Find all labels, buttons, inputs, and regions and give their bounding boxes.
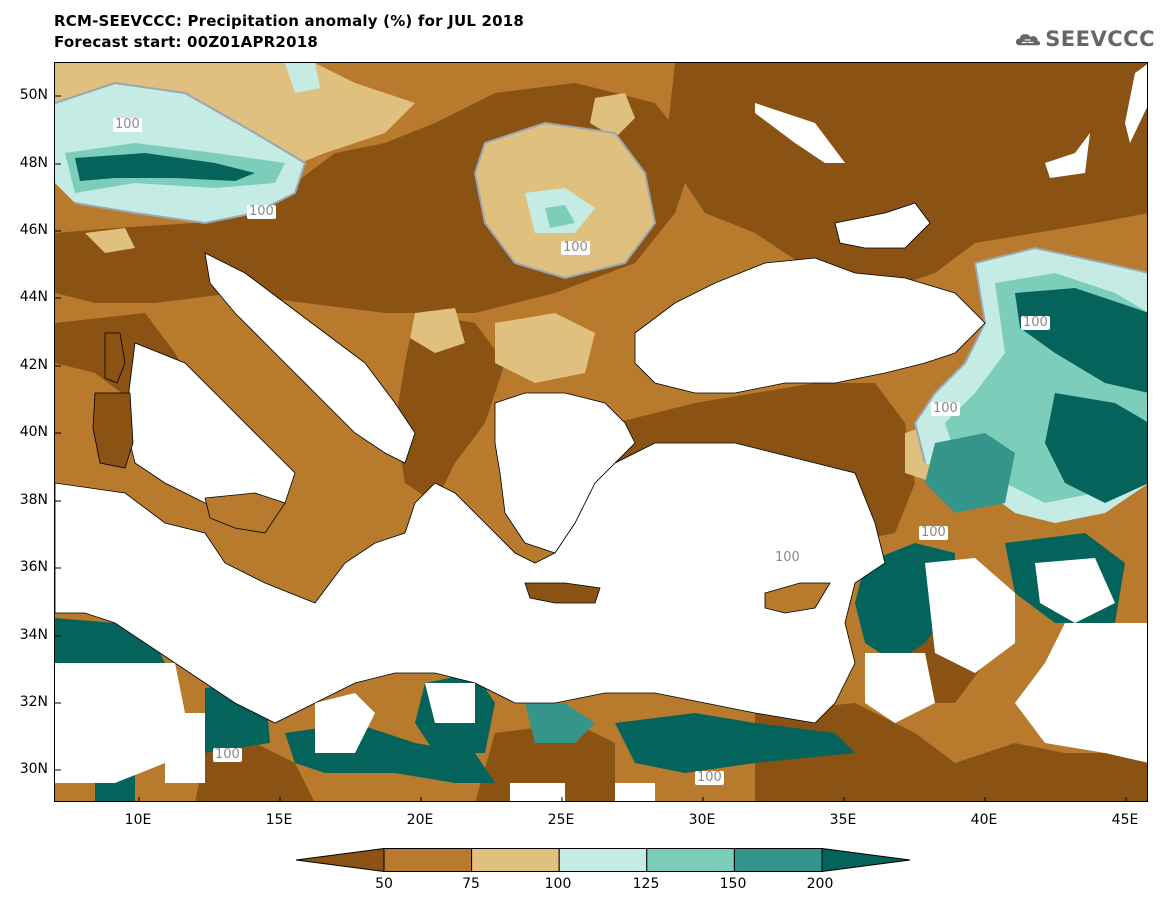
lat-label: 30N — [19, 761, 48, 777]
contour-label-100: 100 — [213, 747, 242, 762]
lon-label: 40E — [970, 812, 998, 828]
contour-100-lines — [55, 81, 1147, 464]
sea-areas — [55, 202, 986, 724]
lon-label: 10E — [124, 812, 152, 828]
map-title: RCM-SEEVCCC: Precipitation anomaly (%) f… — [54, 12, 525, 30]
colorbar-swatch — [821, 848, 910, 872]
colorbar-label: 50 — [375, 876, 393, 892]
colorbar-swatch — [646, 848, 735, 872]
wet-zones-east — [915, 248, 1147, 523]
lon-label: 45E — [1111, 812, 1139, 828]
cloud-icon — [1015, 34, 1041, 46]
lat-label: 38N — [19, 492, 48, 508]
sardinia — [92, 392, 134, 469]
colorbar-swatch — [733, 848, 823, 872]
contour-label-100: 100 — [1021, 315, 1050, 330]
sicily — [204, 492, 286, 534]
contour-label-100: 100 — [695, 770, 724, 785]
lat-label: 48N — [19, 155, 48, 171]
logo-text: SEEVCCC — [1045, 27, 1155, 51]
lon-label: 20E — [406, 812, 434, 828]
colorbar-swatch — [471, 848, 560, 872]
lon-label: 25E — [547, 812, 575, 828]
colorbar-label: 150 — [719, 876, 747, 892]
aegean-sea — [494, 392, 636, 554]
contour-label-100: 100 — [931, 401, 960, 416]
seevccc-logo: SEEVCCC — [1015, 24, 1155, 54]
precipitation-anomaly-map: 100 100 100 100 100 100 100 100 100 — [54, 62, 1148, 802]
no-data-areas — [55, 64, 1147, 801]
lat-label: 32N — [19, 694, 48, 710]
lon-label: 30E — [688, 812, 716, 828]
contour-label-100: 100 — [561, 240, 590, 255]
contour-label-100: 100 — [113, 117, 142, 132]
lat-label: 42N — [19, 357, 48, 373]
mediterranean-sea — [55, 442, 886, 724]
lat-label: 46N — [19, 222, 48, 238]
contour-label-100: 100 — [773, 550, 802, 565]
colorbar-swatch — [383, 848, 473, 872]
lat-label: 44N — [19, 289, 48, 305]
map-canvas — [55, 63, 1147, 801]
colorbar-swatch — [296, 848, 385, 872]
lat-label: 50N — [19, 87, 48, 103]
colorbar-label: 200 — [806, 876, 834, 892]
islands — [92, 332, 831, 614]
lon-label: 15E — [265, 812, 293, 828]
contour-label-100: 100 — [247, 204, 276, 219]
contour-label-100: 100 — [919, 525, 948, 540]
colorbar-label: 75 — [462, 876, 480, 892]
lat-label: 34N — [19, 627, 48, 643]
forecast-start-label: Forecast start: 00Z01APR2018 — [54, 33, 318, 51]
adriatic-sea — [204, 252, 416, 464]
colorbar — [296, 848, 910, 872]
corsica — [104, 332, 126, 384]
lat-label: 36N — [19, 559, 48, 575]
axis-ticks — [55, 95, 1127, 801]
colorbar-label: 125 — [632, 876, 660, 892]
black-sea — [634, 257, 986, 394]
colorbar-label: 100 — [544, 876, 572, 892]
cyprus — [764, 582, 831, 614]
colorbar-swatch — [558, 848, 648, 872]
lat-label: 40N — [19, 424, 48, 440]
azov-sea — [834, 202, 931, 249]
lon-label: 35E — [829, 812, 857, 828]
crete — [524, 582, 601, 604]
